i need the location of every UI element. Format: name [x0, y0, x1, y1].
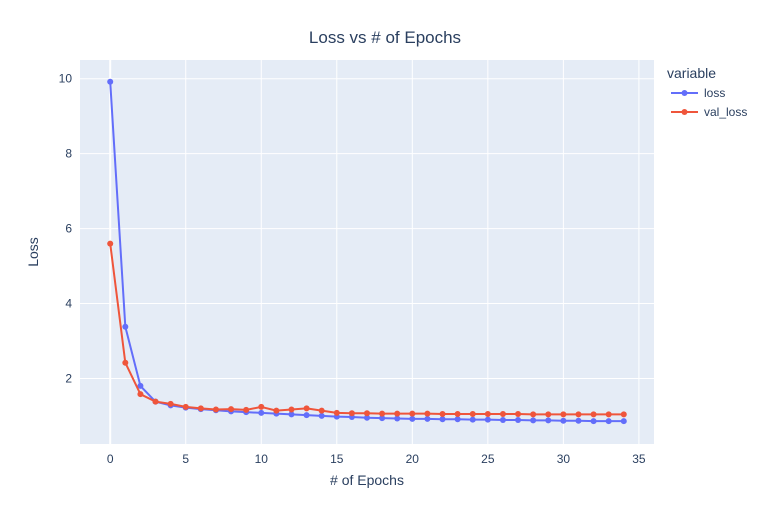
data-point-loss[interactable]	[530, 417, 537, 424]
data-point-loss[interactable]	[469, 416, 476, 423]
x-tick-label: 35	[632, 452, 646, 466]
x-tick-label: 10	[255, 452, 269, 466]
data-point-val-loss[interactable]	[348, 410, 355, 417]
data-point-loss[interactable]	[620, 418, 627, 425]
data-point-val-loss[interactable]	[620, 411, 627, 418]
x-tick-label: 0	[107, 452, 114, 466]
data-point-val-loss[interactable]	[590, 411, 597, 418]
data-point-loss[interactable]	[379, 415, 386, 422]
data-point-val-loss[interactable]	[318, 407, 325, 414]
data-point-val-loss[interactable]	[288, 406, 295, 413]
data-point-val-loss[interactable]	[439, 411, 446, 418]
x-grid-lines	[109, 60, 640, 444]
y-grid-lines	[80, 78, 654, 379]
series-layer	[107, 78, 627, 425]
data-point-loss[interactable]	[560, 417, 567, 424]
data-point-val-loss[interactable]	[122, 359, 129, 366]
data-point-val-loss[interactable]	[575, 411, 582, 418]
data-point-val-loss[interactable]	[273, 407, 280, 414]
data-point-val-loss[interactable]	[469, 411, 476, 418]
data-point-val-loss[interactable]	[499, 411, 506, 418]
data-point-loss[interactable]	[545, 417, 552, 424]
x-tick-label: 25	[481, 452, 495, 466]
data-point-val-loss[interactable]	[107, 240, 114, 247]
data-point-val-loss[interactable]	[167, 400, 174, 407]
data-point-loss[interactable]	[439, 416, 446, 423]
data-point-val-loss[interactable]	[212, 406, 219, 413]
chart-title: Loss vs # of Epochs	[309, 28, 461, 47]
data-point-val-loss[interactable]	[197, 405, 204, 412]
y-tick-label: 2	[65, 371, 72, 385]
data-point-val-loss[interactable]	[333, 409, 340, 416]
series-val-loss	[107, 240, 627, 418]
data-point-val-loss[interactable]	[303, 405, 310, 412]
data-point-val-loss[interactable]	[560, 411, 567, 418]
data-point-loss[interactable]	[258, 409, 265, 416]
data-point-loss[interactable]	[499, 417, 506, 424]
data-point-val-loss[interactable]	[182, 403, 189, 410]
x-tick-label: 15	[330, 452, 344, 466]
legend-item-val-loss[interactable]: val_loss	[671, 105, 747, 119]
x-tick-label: 5	[182, 452, 189, 466]
x-axis-title: # of Epochs	[330, 472, 404, 488]
y-tick-label: 4	[65, 297, 72, 311]
data-point-loss[interactable]	[288, 411, 295, 418]
data-point-val-loss[interactable]	[258, 403, 265, 410]
data-point-val-loss[interactable]	[545, 411, 552, 418]
data-point-val-loss[interactable]	[379, 410, 386, 417]
data-point-loss[interactable]	[515, 417, 522, 424]
x-tick-labels: 0 5 10 15 20 25 30 35	[107, 452, 646, 466]
data-point-val-loss[interactable]	[454, 411, 461, 418]
data-point-loss[interactable]	[454, 416, 461, 423]
legend: variable loss val_loss	[667, 65, 747, 119]
legend-loss-label: loss	[704, 86, 725, 100]
data-point-val-loss[interactable]	[484, 411, 491, 418]
y-tick-label: 10	[59, 72, 73, 86]
data-point-loss[interactable]	[303, 412, 310, 419]
data-point-val-loss[interactable]	[409, 410, 416, 417]
x-tick-label: 20	[406, 452, 420, 466]
data-point-val-loss[interactable]	[364, 410, 370, 417]
data-point-loss[interactable]	[364, 414, 370, 421]
legend-title: variable	[667, 65, 716, 81]
y-axis-title: Loss	[25, 237, 41, 267]
data-point-loss[interactable]	[122, 323, 129, 330]
x-tick-label: 30	[557, 452, 571, 466]
data-point-loss[interactable]	[424, 415, 431, 422]
data-point-loss[interactable]	[137, 382, 144, 389]
data-point-loss[interactable]	[409, 415, 416, 422]
data-point-loss[interactable]	[575, 417, 582, 424]
data-point-val-loss[interactable]	[605, 411, 612, 418]
data-point-val-loss[interactable]	[137, 391, 144, 398]
data-point-val-loss[interactable]	[424, 410, 431, 417]
data-point-loss[interactable]	[394, 415, 401, 422]
legend-val-loss-label: val_loss	[704, 105, 747, 119]
data-point-loss[interactable]	[590, 418, 597, 425]
plot-area	[80, 60, 654, 444]
legend-item-loss[interactable]: loss	[671, 86, 725, 100]
data-point-val-loss[interactable]	[152, 398, 159, 405]
data-point-loss[interactable]	[318, 412, 325, 419]
y-tick-label: 8	[65, 147, 72, 161]
data-point-val-loss[interactable]	[243, 406, 250, 413]
data-point-val-loss[interactable]	[515, 411, 522, 418]
data-point-val-loss[interactable]	[530, 411, 537, 418]
data-point-loss[interactable]	[484, 416, 491, 423]
y-tick-label: 6	[65, 222, 72, 236]
legend-loss-marker	[681, 90, 688, 96]
legend-val-loss-marker	[681, 109, 688, 115]
data-point-val-loss[interactable]	[228, 406, 235, 413]
data-point-val-loss[interactable]	[394, 410, 401, 417]
y-tick-labels: 2 4 6 8 10	[59, 72, 73, 386]
data-point-loss[interactable]	[107, 78, 114, 85]
data-point-loss[interactable]	[605, 418, 612, 425]
